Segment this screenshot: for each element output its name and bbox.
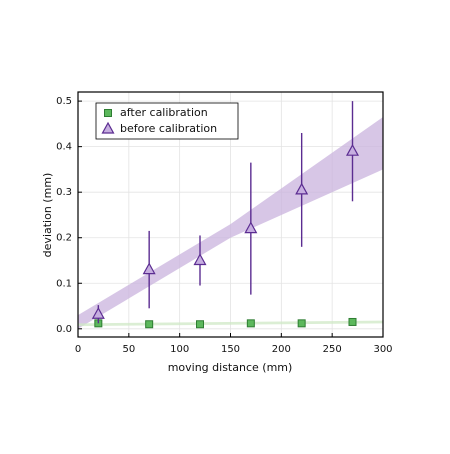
x-axis-label: moving distance (mm) — [168, 361, 293, 374]
data-point — [193, 253, 207, 266]
data-point — [295, 182, 309, 195]
x-tick-label: 300 — [373, 344, 392, 355]
data-point — [348, 317, 357, 326]
y-tick-label: 0.3 — [56, 187, 72, 198]
y-tick-label: 0.0 — [56, 324, 72, 335]
data-point — [244, 221, 258, 234]
data-point — [142, 262, 156, 275]
data-point — [91, 306, 105, 319]
legend-marker — [101, 121, 115, 134]
x-tick-label: 50 — [122, 344, 135, 355]
legend-label: before calibration — [120, 122, 217, 135]
x-tick-label: 200 — [272, 344, 291, 355]
y-tick-label: 0.5 — [56, 96, 72, 107]
data-point — [345, 143, 360, 156]
data-point — [246, 319, 255, 328]
x-tick-label: 100 — [170, 344, 189, 355]
data-point — [297, 319, 306, 328]
legend-marker — [104, 109, 112, 117]
data-point — [145, 320, 154, 329]
x-tick-label: 150 — [221, 344, 240, 355]
y-tick-label: 0.1 — [56, 278, 72, 289]
confidence-band — [78, 320, 383, 327]
y-tick-label: 0.2 — [56, 233, 72, 244]
data-point — [196, 320, 204, 329]
confidence-band — [78, 117, 383, 329]
y-tick-label: 0.4 — [56, 142, 72, 153]
legend-label: after calibration — [120, 106, 208, 119]
y-axis-label: deviation (mm) — [41, 173, 54, 258]
x-tick-label: 0 — [75, 344, 81, 355]
x-tick-label: 250 — [323, 344, 342, 355]
legend-box — [95, 102, 239, 140]
plot-frame — [77, 91, 384, 338]
